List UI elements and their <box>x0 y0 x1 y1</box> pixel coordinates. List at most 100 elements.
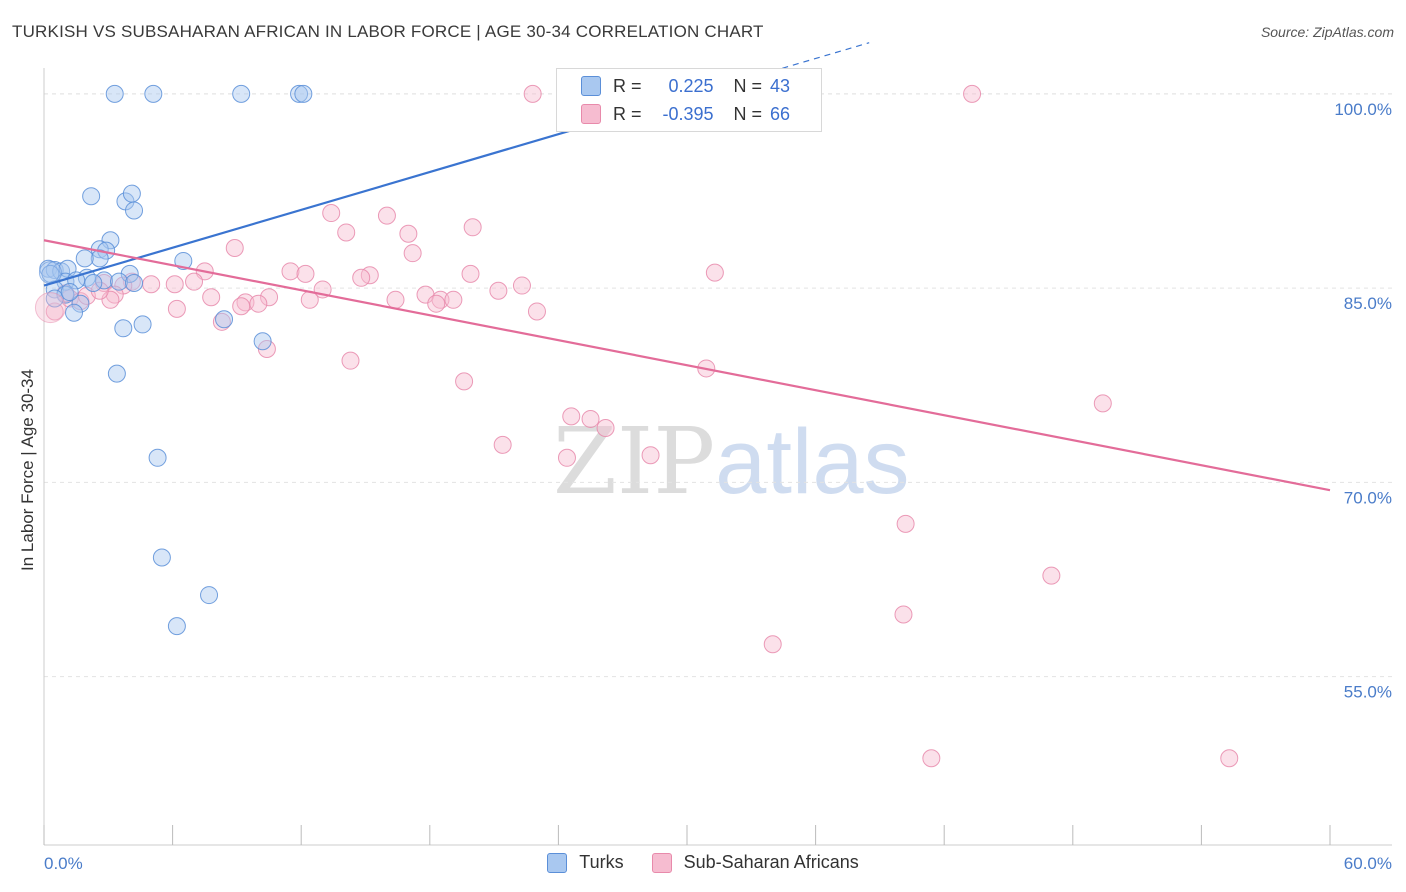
turks-point <box>105 84 124 103</box>
ssa-point <box>896 514 915 533</box>
turks-point <box>95 271 114 290</box>
turks-point <box>144 84 163 103</box>
legend-swatch-turks <box>581 76 601 96</box>
ssa-point <box>45 302 64 321</box>
ssa-point <box>296 264 315 283</box>
ssa-point-cluster <box>34 292 66 324</box>
turks-point <box>215 310 234 329</box>
y-tick-label: 85.0% <box>1344 294 1392 313</box>
ssa-point <box>399 224 418 243</box>
x-tick-label-max: 60.0% <box>1344 854 1392 873</box>
ssa-trend-line <box>43 239 1331 492</box>
ssa-point <box>527 302 546 321</box>
ssa-point <box>963 84 982 103</box>
turks-point <box>107 364 126 383</box>
ssa-point <box>922 749 941 768</box>
legend-n-value-ssa: 66 <box>770 103 791 124</box>
ssa-point <box>403 244 422 263</box>
ssa-point <box>562 407 581 426</box>
ssa-point <box>557 448 576 467</box>
turks-point <box>45 280 64 299</box>
legend-n-label-turks: N = <box>733 75 763 96</box>
ssa-point <box>705 263 724 282</box>
ssa-point <box>1220 749 1239 768</box>
turks-point <box>60 283 79 302</box>
turks-point <box>82 187 101 206</box>
ssa-point <box>322 204 341 223</box>
legend-swatch-ssa <box>581 104 601 124</box>
ssa-point <box>894 605 913 624</box>
ssa-point <box>167 299 186 318</box>
turks-point <box>114 319 133 338</box>
ssa-point <box>225 239 244 258</box>
turks-point <box>167 617 186 636</box>
legend-r-label-ssa: R = <box>613 103 642 124</box>
turks-point <box>133 315 152 334</box>
watermark-atlas: atlas <box>715 411 910 513</box>
y-tick-label: 55.0% <box>1344 683 1392 702</box>
ssa-point <box>377 206 396 225</box>
ssa-point <box>461 264 480 283</box>
turks-point <box>125 201 144 220</box>
turks-point <box>71 294 90 313</box>
ssa-point <box>463 218 482 237</box>
ssa-point <box>260 288 279 307</box>
legend-row-turks: R = 0.225 N = 43 <box>557 71 790 101</box>
ssa-point <box>165 275 184 294</box>
legend-label-turks: Turks <box>579 852 624 872</box>
turks-point <box>148 448 167 467</box>
ssa-point <box>249 294 268 313</box>
ssa-point <box>212 312 231 331</box>
ssa-point <box>444 290 463 309</box>
turks-point <box>125 273 144 292</box>
turks-point <box>290 84 309 103</box>
source-label: Source: ZipAtlas.com <box>1260 24 1394 40</box>
turks-point <box>174 251 193 270</box>
ssa-point <box>512 276 531 295</box>
ssa-point <box>337 223 356 242</box>
turks-point <box>232 84 251 103</box>
legend-swatch-turks-bottom <box>547 852 568 873</box>
turks-point <box>110 272 129 291</box>
turks-point <box>45 289 64 308</box>
watermark: ZIPatlas <box>553 408 910 515</box>
ssa-point <box>386 290 405 309</box>
ssa-point <box>232 297 251 316</box>
ssa-point <box>581 409 600 428</box>
ssa-point <box>341 351 360 370</box>
ssa-point <box>489 281 508 300</box>
legend-item-ssa: Sub-Saharan Africans <box>651 852 859 873</box>
turks-point <box>152 548 171 567</box>
ssa-point <box>142 275 161 294</box>
ssa-point <box>202 288 221 307</box>
ssa-point <box>455 372 474 391</box>
legend-item-turks: Turks <box>547 852 624 873</box>
turks-point <box>75 249 94 268</box>
turks-point <box>65 303 84 322</box>
turks-point <box>122 184 141 203</box>
ssa-point <box>763 635 782 654</box>
turks-point <box>200 586 219 605</box>
ssa-point <box>281 262 300 281</box>
legend-n-label-ssa: N = <box>733 103 763 124</box>
series-legend: Turks Sub-Saharan Africans <box>0 852 1406 873</box>
turks-point <box>90 249 109 268</box>
legend-swatch-ssa-bottom <box>651 852 672 873</box>
turks-point <box>253 332 272 351</box>
ssa-point <box>493 435 512 454</box>
ssa-point <box>185 272 204 291</box>
chart-title: TURKISH VS SUBSAHARAN AFRICAN IN LABOR F… <box>12 22 764 41</box>
watermark-zip: ZIP <box>553 408 716 515</box>
legend-row-ssa: R = -0.395 N = 66 <box>557 99 790 129</box>
legend-label-ssa: Sub-Saharan Africans <box>683 852 859 872</box>
turks-point <box>84 273 103 292</box>
turks-point <box>67 271 86 290</box>
legend-r-value-turks: 0.225 <box>668 75 714 96</box>
legend-n-value-turks: 43 <box>770 75 791 96</box>
ssa-point <box>641 446 660 465</box>
ssa-point <box>352 268 371 287</box>
ssa-point <box>1093 394 1112 413</box>
legend-r-value-ssa: -0.395 <box>662 103 714 124</box>
legend-r-label-turks: R = <box>613 75 642 96</box>
